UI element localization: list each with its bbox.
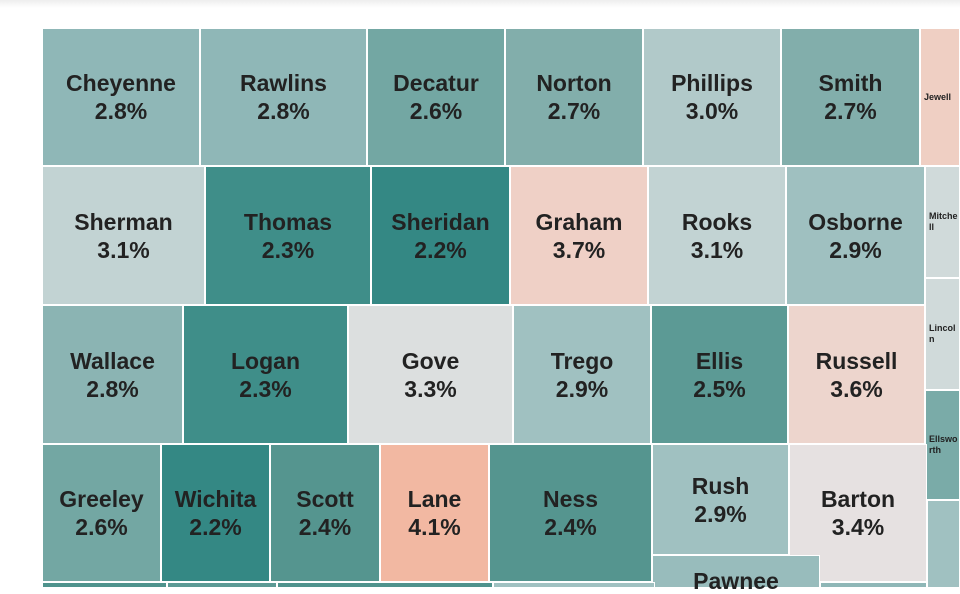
county-mitchell[interactable]: Mitchell [925, 166, 960, 278]
county-name: Logan [231, 347, 300, 374]
county-name: Cheyenne [66, 70, 176, 96]
county-name: Wallace [70, 347, 155, 374]
county-value: 2.9% [555, 375, 609, 402]
county-name: Lane [407, 486, 462, 512]
county-smith[interactable]: Smith 2.7% [781, 28, 920, 166]
county-name: Graham [535, 208, 623, 235]
county-value: 3.6% [830, 375, 883, 402]
county-wallace[interactable]: Wallace 2.8% [42, 305, 183, 444]
county-name: Jewell [924, 91, 952, 102]
county-name: Scott [296, 486, 354, 512]
county-name: Phillips [671, 70, 753, 96]
county-ellsworth[interactable]: Ellsworth [925, 390, 960, 500]
county-unlabeled[interactable] [820, 582, 927, 588]
county-name: Lincoln [929, 323, 956, 344]
county-name: Osborne [808, 208, 903, 235]
county-value: 3.0% [685, 98, 739, 124]
county-value: 2.6% [75, 514, 128, 540]
county-name: Russell [815, 347, 898, 374]
county-name: Trego [550, 347, 614, 374]
county-value: 2.4% [298, 514, 352, 540]
county-logan[interactable]: Logan 2.3% [183, 305, 348, 444]
county-value: 2.8% [257, 98, 310, 124]
county-value: 4.1% [408, 514, 461, 540]
county-unlabeled[interactable] [493, 582, 655, 588]
county-value: 2.4% [544, 514, 597, 540]
county-value: 2.2% [414, 236, 467, 263]
county-name: Mitchell [929, 211, 958, 232]
county-name: Pawnee [693, 568, 779, 594]
top-bar [0, 0, 960, 8]
county-lane[interactable]: Lane 4.1% [380, 444, 489, 582]
county-value: 2.9% [694, 500, 747, 527]
county-rooks[interactable]: Rooks 3.1% [648, 166, 786, 305]
county-unlabeled[interactable] [167, 582, 277, 588]
county-graham[interactable]: Graham 3.7% [510, 166, 648, 305]
county-sheridan[interactable]: Sheridan 2.2% [371, 166, 510, 305]
county-value: 3.1% [97, 236, 150, 263]
county-name: Ness [543, 486, 598, 512]
county-value: 2.6% [409, 98, 463, 124]
county-trego[interactable]: Trego 2.9% [513, 305, 651, 444]
county-name: Greeley [59, 486, 144, 512]
county-pawnee[interactable]: Pawnee [652, 555, 820, 594]
county-phillips[interactable]: Phillips 3.0% [643, 28, 781, 166]
county-rush[interactable]: Rush 2.9% [652, 444, 789, 555]
county-osborne[interactable]: Osborne 2.9% [786, 166, 925, 305]
county-name: Gove [401, 347, 460, 374]
county-name: Smith [818, 70, 883, 96]
county-ness[interactable]: Ness 2.4% [489, 444, 652, 582]
county-name: Ellis [695, 347, 744, 374]
county-unlabeled[interactable] [277, 582, 493, 588]
county-name: Thomas [243, 208, 333, 235]
county-thomas[interactable]: Thomas 2.3% [205, 166, 371, 305]
county-value: 2.5% [693, 375, 746, 402]
county-greeley[interactable]: Greeley 2.6% [42, 444, 161, 582]
county-name: Sherman [74, 208, 173, 235]
county-lincoln[interactable]: Lincoln [925, 278, 960, 390]
county-rawlins[interactable]: Rawlins 2.8% [200, 28, 367, 166]
county-scott[interactable]: Scott 2.4% [270, 444, 380, 582]
county-value: 2.3% [239, 375, 292, 402]
county-cheyenne[interactable]: Cheyenne 2.8% [42, 28, 200, 166]
county-norton[interactable]: Norton 2.7% [505, 28, 643, 166]
county-name: Rawlins [240, 70, 327, 96]
county-name: Rush [691, 472, 750, 499]
county-value: 3.7% [552, 236, 606, 263]
county-name: Rooks [681, 208, 753, 235]
county-value: 2.3% [261, 236, 315, 263]
county-unlabeled[interactable] [927, 500, 960, 588]
county-wichita[interactable]: Wichita 2.2% [161, 444, 270, 582]
county-name: Norton [536, 70, 612, 96]
county-name: Ellsworth [929, 434, 958, 455]
county-value: 2.2% [189, 514, 242, 540]
county-value: 2.7% [824, 98, 877, 124]
county-value: 3.1% [690, 236, 744, 263]
county-sherman[interactable]: Sherman 3.1% [42, 166, 205, 305]
county-value: 2.8% [94, 98, 148, 124]
county-unlabeled[interactable] [42, 582, 167, 588]
county-value: 2.8% [86, 375, 139, 402]
county-value: 3.3% [404, 375, 457, 402]
county-name: Sheridan [391, 208, 490, 235]
county-value: 2.7% [547, 98, 601, 124]
county-value: 3.4% [831, 514, 885, 540]
county-ellis[interactable]: Ellis 2.5% [651, 305, 788, 444]
county-jewell[interactable]: Jewell [920, 28, 960, 166]
county-russell[interactable]: Russell 3.6% [788, 305, 925, 444]
county-name: Wichita [174, 486, 257, 512]
county-gove[interactable]: Gove 3.3% [348, 305, 513, 444]
county-value: 2.9% [829, 236, 882, 263]
county-decatur[interactable]: Decatur 2.6% [367, 28, 505, 166]
county-name: Decatur [393, 70, 479, 96]
county-name: Barton [820, 486, 896, 512]
